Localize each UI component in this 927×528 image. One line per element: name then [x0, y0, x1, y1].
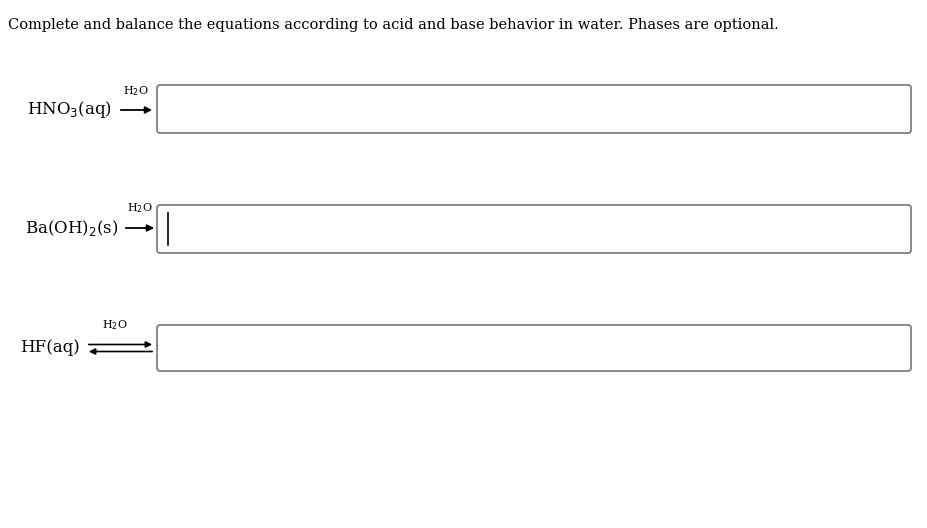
- FancyBboxPatch shape: [157, 325, 910, 371]
- Text: HNO$_3$(aq): HNO$_3$(aq): [27, 99, 112, 120]
- Text: Complete and balance the equations according to acid and base behavior in water.: Complete and balance the equations accor…: [8, 18, 778, 32]
- Text: HF(aq): HF(aq): [20, 340, 80, 356]
- Text: Ba(OH)$_2$(s): Ba(OH)$_2$(s): [24, 218, 118, 238]
- Text: H$_2$O: H$_2$O: [102, 318, 128, 332]
- Text: H$_2$O: H$_2$O: [123, 84, 148, 98]
- FancyBboxPatch shape: [157, 205, 910, 253]
- FancyBboxPatch shape: [157, 85, 910, 133]
- Text: H$_2$O: H$_2$O: [127, 201, 153, 215]
